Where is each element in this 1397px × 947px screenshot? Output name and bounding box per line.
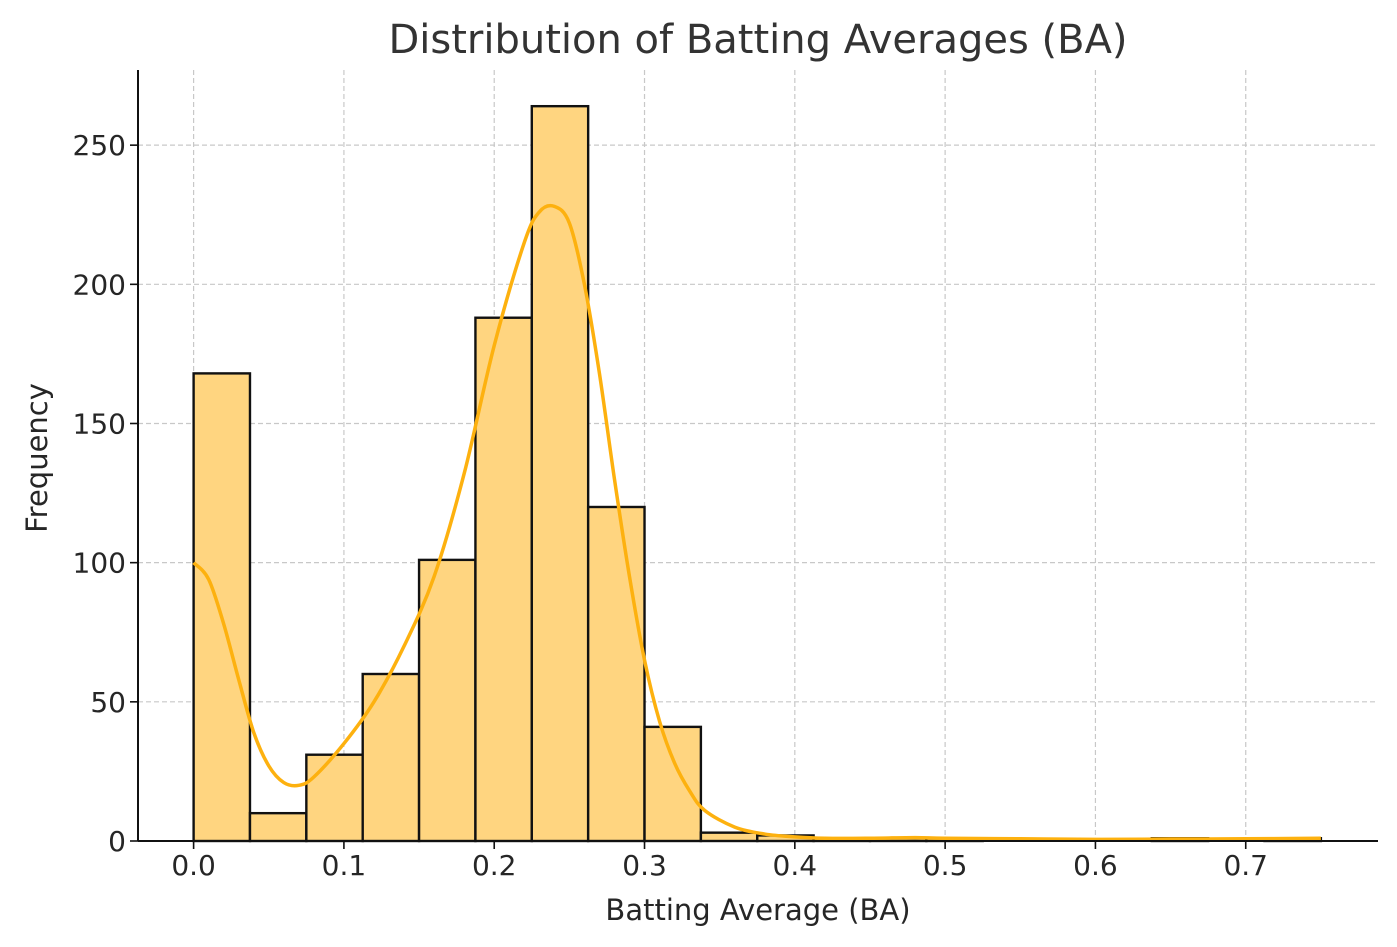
grid-lines — [138, 70, 1378, 842]
x-tick-label: 0.2 — [472, 849, 517, 882]
x-tick-label: 0.7 — [1223, 849, 1268, 882]
x-tick-label: 0.6 — [1073, 849, 1118, 882]
x-tick-label: 0.3 — [622, 849, 667, 882]
x-tick-label: 0.0 — [171, 849, 216, 882]
histogram-bar — [530, 104, 590, 843]
x-tick-label: 0.1 — [322, 849, 367, 882]
y-tick-label: 50 — [90, 686, 126, 719]
y-tick-label: 200 — [73, 268, 126, 301]
x-tick-label: 0.4 — [773, 849, 818, 882]
y-tick-label: 250 — [73, 129, 126, 162]
histogram-bar — [361, 672, 421, 843]
histogram-bar — [248, 811, 308, 843]
chart-title: Distribution of Batting Averages (BA) — [388, 17, 1127, 63]
histogram-bar — [643, 725, 703, 843]
x-ticks: 0.0 0.1 0.2 0.3 0.4 0.5 0.6 0.7 — [171, 841, 1268, 882]
axes — [137, 70, 1378, 842]
y-tick-label: 150 — [73, 407, 126, 440]
histogram-bar — [417, 558, 477, 843]
x-axis-label: Batting Average (BA) — [605, 893, 910, 927]
histogram-bar — [474, 316, 533, 843]
y-tick-label: 100 — [73, 547, 126, 580]
kde-curve — [192, 203, 1321, 842]
histogram-bar — [699, 831, 759, 843]
histogram-bars — [192, 104, 1323, 843]
y-tick-label: 0 — [108, 825, 126, 858]
histogram-bar — [305, 753, 364, 843]
y-ticks: 0 50 100 150 200 250 — [73, 129, 138, 858]
x-tick-label: 0.5 — [923, 849, 968, 882]
histogram-bar — [586, 505, 646, 843]
histogram-bar — [192, 372, 252, 843]
y-axis-label: Frequency — [20, 383, 54, 533]
